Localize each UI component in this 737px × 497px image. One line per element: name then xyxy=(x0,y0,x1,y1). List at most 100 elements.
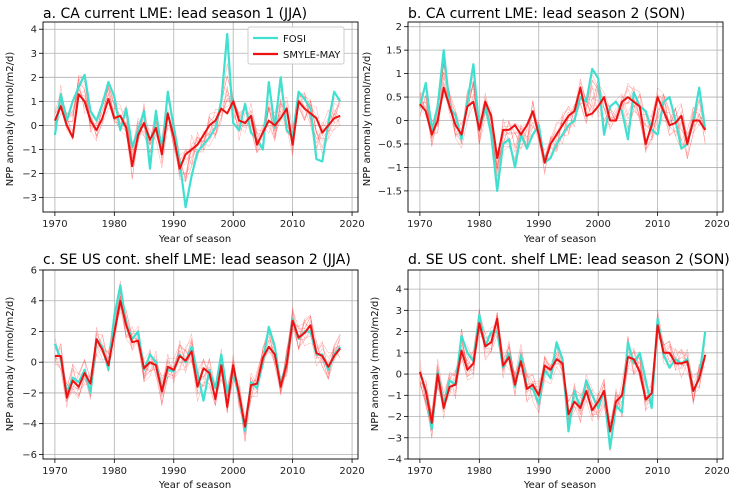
panel-d-background xyxy=(408,270,723,459)
panel-d-xtick-label: 1970 xyxy=(407,466,432,477)
panel-b-xtick-label: 2000 xyxy=(585,219,610,230)
panel-d-xtick-label: 1990 xyxy=(526,466,551,477)
panel-b-plot-area: 1970 1980 1990 2000 2010 2020 −1.5 −1 −0.5 0 0.5 1 1… xyxy=(378,21,730,230)
panel-c-frame xyxy=(42,269,359,460)
panel-a-xtick-label: 1970 xyxy=(42,219,67,230)
panel-d-title: d. SE US cont. shelf LME: lead season 2 … xyxy=(408,252,730,268)
legend-smyle-label: SMYLE-MAY xyxy=(283,50,341,61)
panel-a-xtick-label: 1980 xyxy=(102,219,127,230)
panel-d-ytick-label: 3 xyxy=(396,306,402,317)
panel-d-member-line xyxy=(419,314,706,449)
panel-d-ytick-label: −3 xyxy=(387,433,402,444)
panel-c-ylabel: NPP anomaly (mmol/m2/d) xyxy=(5,297,16,432)
panel-d: 1970 1980 1990 2000 2010 2020 −4 −3 −2 −1 0 1 2 3 4 d.… xyxy=(370,252,730,491)
panel-c-ytick-label: −4 xyxy=(22,419,37,430)
panel-d-smyle-line xyxy=(418,317,707,433)
panel-b-smyle-line xyxy=(419,86,707,164)
panel-d-xtick-label: 1980 xyxy=(467,466,492,477)
panel-b-ylabel: NPP anomaly (mmol/m2/d) xyxy=(362,52,373,187)
panel-b-xtick-label: 2010 xyxy=(645,219,670,230)
panel-a-xlabel: Year of season xyxy=(158,234,231,245)
panel-d-ylabel: NPP anomaly (mmol/m2/d) xyxy=(370,297,381,432)
panel-b-member-line xyxy=(419,77,706,172)
panel-b-ytick-label: −0.5 xyxy=(378,139,402,150)
panel-c-background xyxy=(43,270,358,459)
panel-c-xtick-label: 2020 xyxy=(339,466,364,477)
panel-a-lines xyxy=(53,32,342,209)
panel-a-ytick-label: 1 xyxy=(31,97,37,108)
panel-a-frame xyxy=(42,21,359,213)
panel-b-ytick-label: −1.5 xyxy=(378,186,402,197)
panel-a-ytick-label: 4 xyxy=(31,25,37,36)
panel-c-ytick-label: −6 xyxy=(22,450,37,461)
panel-c-plot-area: 1970 1980 1990 2000 2010 2020 −6 −4 −2 0 2 4 6 xyxy=(22,266,365,478)
panel-c-xtick-label: 2010 xyxy=(280,466,305,477)
panel-b-fosi-line xyxy=(418,48,707,192)
panel-b-ytick-label: 0.5 xyxy=(386,93,402,104)
panel-b-ytick-label: 1.5 xyxy=(386,46,402,57)
panel-d-ytick-label: 1 xyxy=(396,348,402,359)
panel-a-member-line xyxy=(54,80,341,164)
panel-a-legend: FOSI SMYLE-MAY xyxy=(247,26,345,65)
panel-a-ytick-label: 0 xyxy=(31,121,37,132)
panel-c-ytick-label: 2 xyxy=(31,327,37,338)
panel-c-xtick-label: 1980 xyxy=(102,466,127,477)
panel-c-smyle-line xyxy=(54,299,341,428)
panel-d-plot-area: 1970 1980 1990 2000 2010 2020 −4 −3 −2 −1 0 1 2 3 4 xyxy=(387,269,730,477)
legend-fosi-label: FOSI xyxy=(283,34,306,45)
panel-c-ytick-label: 4 xyxy=(31,296,37,307)
panel-a-ytick-label: 3 xyxy=(31,49,37,60)
panel-b-ytick-label: 0 xyxy=(396,116,402,127)
panel-d-lines xyxy=(418,308,707,451)
panel-d-ytick-label: 4 xyxy=(396,285,402,296)
panel-b-ytick-label: 1 xyxy=(396,69,402,80)
panel-d-ytick-label: 2 xyxy=(396,327,402,338)
panel-c-xtick-label: 1990 xyxy=(161,466,186,477)
panel-b-frame xyxy=(407,21,724,213)
panel-b-xtick-label: 1980 xyxy=(467,219,492,230)
panel-a-ytick-label: −3 xyxy=(22,193,37,204)
panel-b-title: b. CA current LME: lead season 2 (SON) xyxy=(408,6,685,22)
panel-b-member-line xyxy=(419,59,706,177)
panel-d-xtick-label: 2020 xyxy=(704,466,729,477)
panel-d-ytick-label: 0 xyxy=(396,370,402,381)
panel-a-xtick-label: 1990 xyxy=(161,219,186,230)
panel-d-ytick-label: −4 xyxy=(387,455,402,466)
panel-b-ytick-label: 2 xyxy=(396,22,402,33)
panel-b-xtick-label: 1970 xyxy=(407,219,432,230)
panel-b-ytick-label: −1 xyxy=(387,163,402,174)
panel-c: 1970 1980 1990 2000 2010 2020 −6 −4 −2 0 2 4 6 c. SE… xyxy=(5,252,365,491)
panel-a-member-line xyxy=(54,75,341,167)
panel-c-fosi-line xyxy=(53,284,342,433)
panel-c-xlabel: Year of season xyxy=(158,480,231,491)
panel-a: 1970 1980 1990 2000 2010 2020 −3 −2 −1 0 1 2 3 4 a. C… xyxy=(5,6,365,245)
panel-a-ytick-label: −1 xyxy=(22,145,37,156)
panel-c-lines xyxy=(53,280,342,442)
panel-c-ytick-label: 0 xyxy=(31,358,37,369)
panel-a-xtick-label: 2020 xyxy=(339,219,364,230)
panel-a-xtick-label: 2000 xyxy=(220,219,245,230)
panel-c-title: c. SE US cont. shelf LME: lead season 2 … xyxy=(43,252,351,268)
panel-d-frame xyxy=(407,269,724,460)
panel-d-xlabel: Year of season xyxy=(523,480,596,491)
panel-a-ytick-label: 2 xyxy=(31,73,37,84)
panel-b-xtick-label: 1990 xyxy=(526,219,551,230)
panel-a-smyle-line xyxy=(53,93,341,170)
panel-c-xtick-label: 1970 xyxy=(42,466,67,477)
panel-a-xtick-label: 2010 xyxy=(280,219,305,230)
panel-b-xlabel: Year of season xyxy=(523,234,596,245)
panel-a-ytick-label: −2 xyxy=(22,169,37,180)
panel-c-xtick-label: 2000 xyxy=(220,466,245,477)
panel-c-ytick-label: −2 xyxy=(22,388,37,399)
panel-d-xtick-label: 2000 xyxy=(585,466,610,477)
panel-a-title: a. CA current LME: lead season 1 (JJA) xyxy=(43,6,307,22)
panel-b: 1970 1980 1990 2000 2010 2020 −1.5 −1 −0.5 0 0.5 1 1… xyxy=(362,6,730,245)
panel-b-lines xyxy=(418,48,707,192)
panel-a-ylabel: NPP anomaly (mmol/m2/d) xyxy=(5,52,16,187)
panel-d-fosi-line xyxy=(418,313,707,450)
panel-d-ytick-label: −1 xyxy=(387,391,402,402)
panel-c-ytick-label: 6 xyxy=(31,266,37,277)
panel-d-xtick-label: 2010 xyxy=(645,466,670,477)
panel-b-xtick-label: 2020 xyxy=(704,219,729,230)
